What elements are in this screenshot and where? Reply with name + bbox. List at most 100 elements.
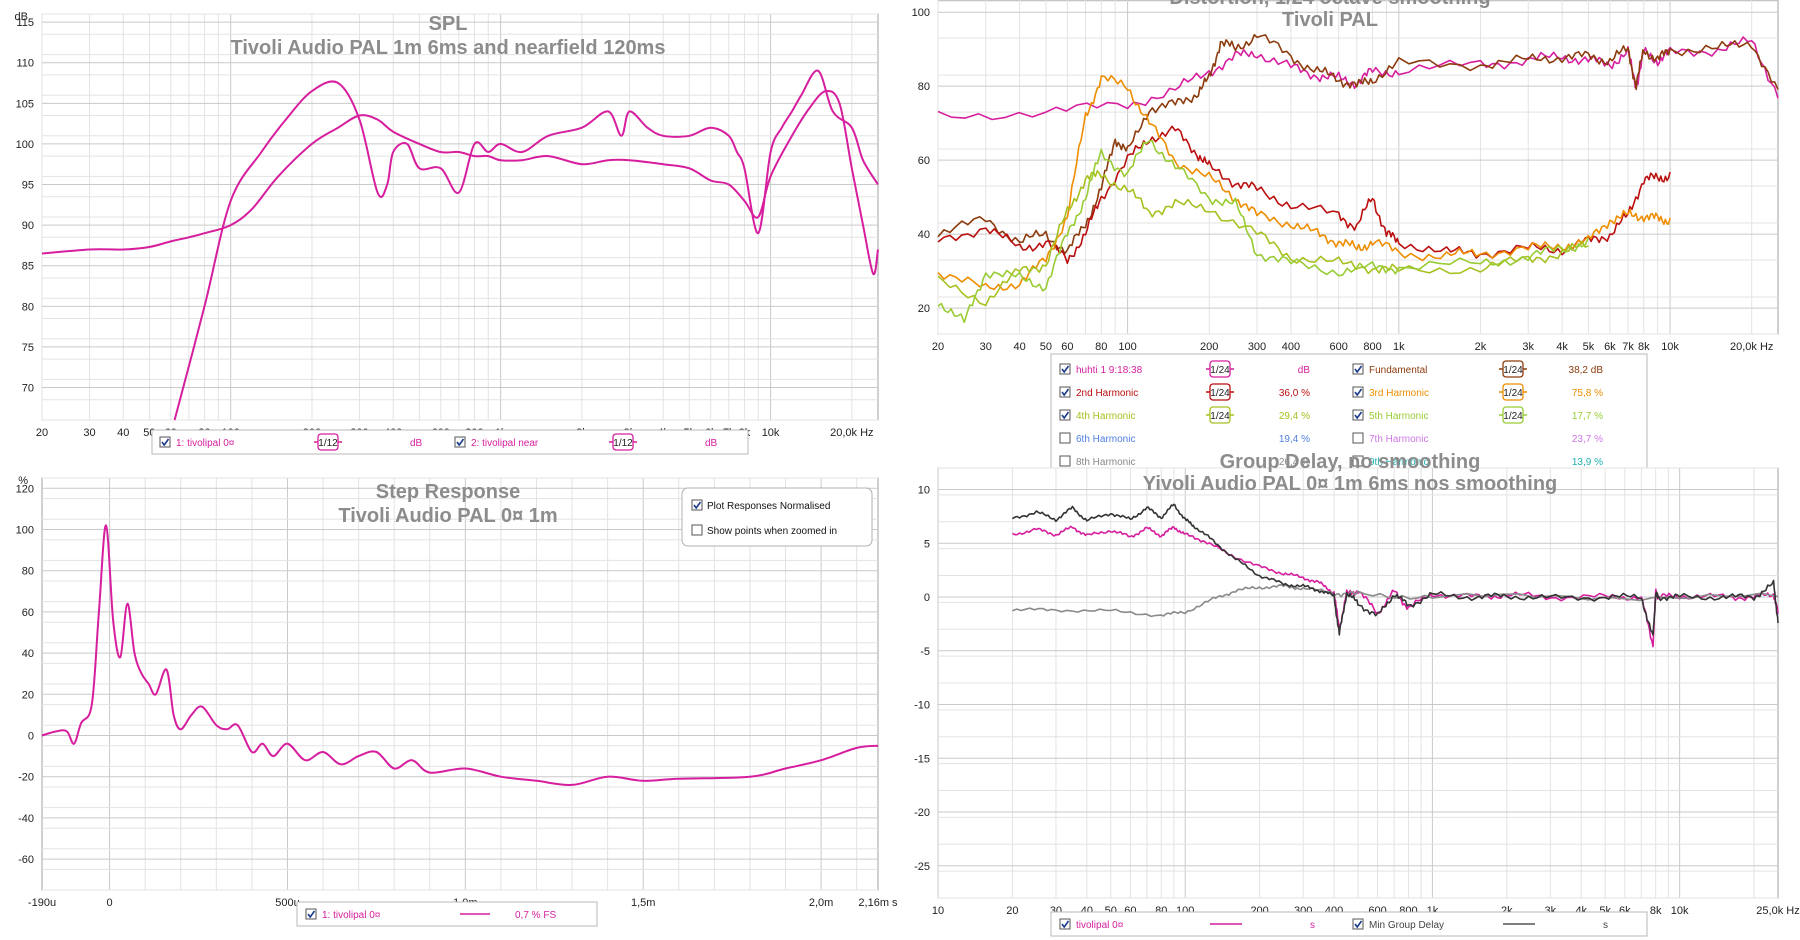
smoothing-badge[interactable]: 1/24 [1206,360,1234,378]
x-tick-label: 7k [1622,341,1634,353]
legend-checkbox[interactable] [305,908,317,920]
series-line [41,89,879,276]
chart-subtitle: Tivoli PAL [1282,9,1378,31]
legend-checkbox[interactable] [1059,386,1071,398]
badge-label: 1/24 [1503,365,1523,376]
legend-value: 23,7 % [1572,434,1603,445]
legend-checkbox[interactable] [1352,386,1364,398]
legend-label: tivolipal 0¤ [1076,920,1124,931]
badge-label: 1/24 [1503,411,1523,422]
legend-label: 3rd Harmonic [1369,388,1429,399]
legend-label: 6th Harmonic [1076,434,1135,445]
check-icon [693,501,702,510]
legend-value: 38,2 dB [1569,365,1604,376]
x-tick-label: 2,16m s [858,897,898,909]
y-tick-label: 85 [22,261,34,273]
smoothing-badge[interactable]: 1/12 [609,433,637,451]
legend-label: 7th Harmonic [1369,434,1428,445]
legend-checkbox[interactable] [454,436,466,448]
y-tick-label: -10 [914,700,930,712]
chart-title: Group Delay, no smoothing [1220,451,1481,473]
x-tick-label: 3k [1522,341,1534,353]
check-icon [1061,411,1070,420]
smoothing-badge[interactable]: 1/24 [1499,383,1527,401]
plot-area [937,0,1779,335]
y-tick-label: 70 [22,383,34,395]
x-tick-label: 4k [1556,341,1568,353]
smoothing-badge[interactable]: 1/24 [1499,360,1527,378]
check-icon [1061,365,1070,374]
series-line [937,33,1779,255]
smoothing-badge[interactable]: 1/24 [1499,406,1527,424]
smoothing-badge[interactable]: 1/24 [1206,406,1234,424]
y-tick-label: -20 [914,807,930,819]
y-tick-label: 5 [924,538,930,550]
legend-checkbox[interactable] [159,436,171,448]
badge-label: 1/24 [1210,388,1230,399]
y-tick-label: 60 [22,607,34,619]
badge-label: 1/24 [1210,365,1230,376]
y-tick-label: -40 [18,813,34,825]
legend-label: 4th Harmonic [1076,411,1135,422]
x-tick-label: 2,0m [809,897,833,909]
x-tick-label: 10k [1661,341,1679,353]
legend-checkbox[interactable] [1352,409,1364,421]
badge-label: 1/12 [318,438,338,449]
legend-checkbox[interactable] [1352,455,1364,467]
legend-checkbox[interactable] [1059,363,1071,375]
legend-checkbox[interactable] [1352,432,1364,444]
legend-checkbox[interactable] [691,499,703,511]
smoothing-badge[interactable]: 1/12 [314,433,342,451]
check-icon [1354,388,1363,397]
check-icon [1061,388,1070,397]
y-tick-label: 80 [22,301,34,313]
legend-checkbox[interactable] [1059,409,1071,421]
legend-label: Min Group Delay [1369,920,1444,931]
y-tick-label: 80 [918,81,930,93]
legend-checkbox[interactable] [1059,432,1071,444]
chart-subtitle: Tivoli Audio PAL 1m 6ms and nearfield 12… [231,37,666,59]
y-tick-label: 0 [924,592,930,604]
chart-title: Distortion, 1/24 octave smoothing [1169,0,1490,9]
x-tick-label: 25,0k Hz [1756,905,1799,917]
legend-checkbox[interactable] [1352,363,1364,375]
y-axis-label: dB [15,11,28,23]
y-tick-label: -25 [914,861,930,873]
legend-label: 2: tivolipal near [471,438,539,449]
legend-checkbox[interactable] [691,524,703,536]
chart-subtitle: Tivoli Audio PAL 0¤ 1m [338,505,557,527]
x-tick-label: 80 [1095,341,1107,353]
legend-value: 17,7 % [1572,411,1603,422]
grid [937,467,1778,899]
x-tick-label: 1k [1393,341,1405,353]
badge-frame [1209,383,1231,401]
legend-value: 29,4 % [1279,411,1310,422]
legend-checkbox[interactable] [1059,455,1071,467]
check-icon [1061,920,1070,929]
y-tick-label: 20 [918,303,930,315]
x-tick-label: 600 [1329,341,1347,353]
legend-checkbox[interactable] [1352,918,1364,930]
check-icon [307,910,316,919]
series-line [937,125,1671,265]
legend-box [1050,911,1648,937]
legend-checkbox[interactable] [1059,918,1071,930]
grid [42,477,878,891]
x-tick-label: 40 [1014,341,1026,353]
legend-step: 1: tivolipal 0¤ 0,7 % FS [296,901,598,927]
legend-label: 5th Harmonic [1369,411,1428,422]
legend-value: 75,8 % [1572,388,1603,399]
badge-label: 1/24 [1503,388,1523,399]
smoothing-badge[interactable]: 1/24 [1206,383,1234,401]
y-tick-label: 100 [16,139,34,151]
grid [41,13,878,421]
x-tick-label: 20 [36,427,48,439]
x-tick-label: 8k [1650,905,1662,917]
legend-label: 2nd Harmonic [1076,388,1138,399]
x-tick-label: 30 [83,427,95,439]
check-icon [1354,365,1363,374]
x-tick-label: 6k [1604,341,1616,353]
legend-unit: dB [705,438,718,449]
badge-label: 1/12 [613,438,633,449]
y-tick-label: -20 [18,772,34,784]
